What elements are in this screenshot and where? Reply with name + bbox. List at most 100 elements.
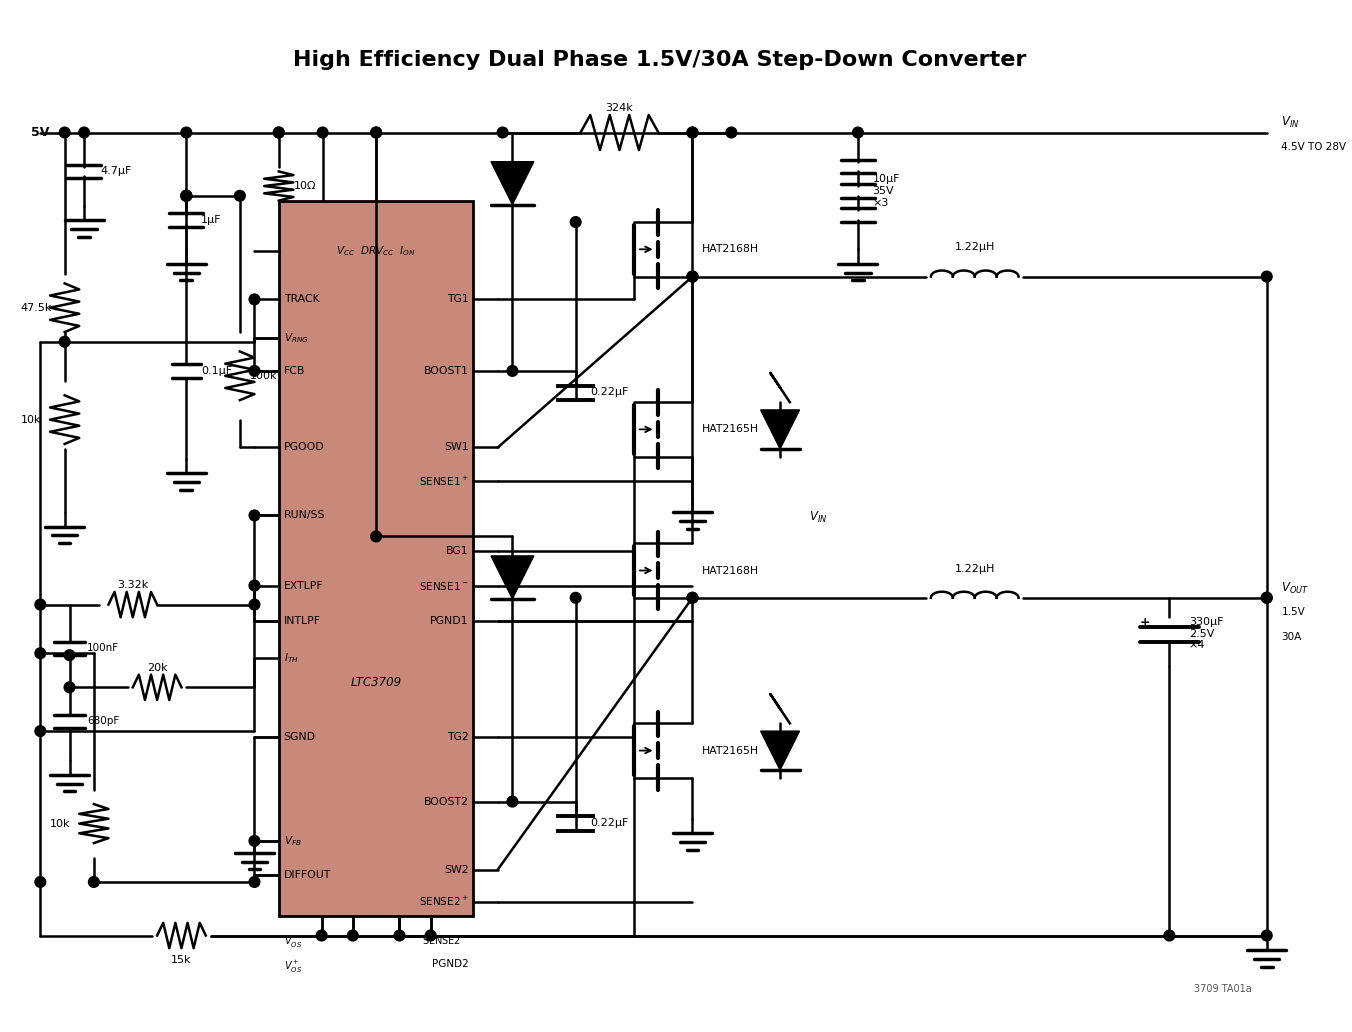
Text: $V_{OS}^+$: $V_{OS}^+$ (284, 959, 301, 975)
Circle shape (318, 127, 329, 138)
Circle shape (687, 592, 698, 603)
Polygon shape (491, 162, 534, 204)
Text: BOOST2: BOOST2 (423, 797, 469, 807)
Circle shape (59, 127, 70, 138)
Text: $V_{OS}^-$: $V_{OS}^-$ (284, 934, 301, 949)
Polygon shape (491, 556, 534, 599)
Circle shape (426, 930, 435, 941)
Text: SENSE2$^-$: SENSE2$^-$ (422, 934, 469, 946)
Circle shape (687, 127, 698, 138)
Text: 1.5V: 1.5V (1282, 608, 1305, 617)
Text: 0.22μF: 0.22μF (591, 387, 629, 397)
Text: SENSE1$^+$: SENSE1$^+$ (419, 475, 469, 488)
Circle shape (249, 294, 260, 304)
Circle shape (181, 191, 192, 201)
Text: HAT2165H: HAT2165H (702, 424, 760, 434)
Circle shape (507, 797, 518, 807)
Circle shape (687, 271, 698, 282)
Circle shape (181, 191, 192, 201)
Circle shape (571, 217, 581, 227)
Text: 4.5V TO 28V: 4.5V TO 28V (1282, 142, 1347, 152)
Circle shape (88, 876, 99, 888)
Circle shape (726, 127, 737, 138)
Text: TG2: TG2 (448, 732, 469, 742)
Circle shape (35, 876, 46, 888)
Circle shape (249, 876, 260, 888)
Text: 3709 TA01a: 3709 TA01a (1194, 983, 1252, 994)
Text: BG1: BG1 (446, 546, 469, 556)
Text: $I_{TH}$: $I_{TH}$ (284, 651, 299, 666)
Circle shape (347, 930, 358, 941)
Circle shape (316, 930, 327, 941)
Circle shape (249, 510, 260, 521)
Text: 100nF: 100nF (87, 643, 119, 653)
Text: HAT2165H: HAT2165H (702, 745, 760, 755)
Circle shape (78, 127, 89, 138)
Text: 10μF
35V
×3: 10μF 35V ×3 (872, 174, 900, 207)
Circle shape (1261, 592, 1272, 603)
Text: 5V: 5V (31, 126, 49, 139)
Text: 0.22μF: 0.22μF (591, 818, 629, 828)
Text: 30A: 30A (1282, 632, 1302, 642)
Text: 3.32k: 3.32k (118, 580, 149, 590)
Text: 20k: 20k (147, 663, 168, 673)
Text: FCB: FCB (284, 366, 306, 376)
Circle shape (35, 725, 46, 737)
Text: SENSE1$^-$: SENSE1$^-$ (419, 580, 469, 591)
Text: High Efficiency Dual Phase 1.5V/30A Step-Down Converter: High Efficiency Dual Phase 1.5V/30A Step… (292, 50, 1026, 70)
Circle shape (571, 592, 581, 603)
Circle shape (687, 127, 698, 138)
Text: 324k: 324k (606, 103, 633, 114)
Text: 1.22μH: 1.22μH (955, 563, 995, 574)
Text: BOOST1: BOOST1 (423, 366, 469, 376)
Text: $V_{RNG}$: $V_{RNG}$ (284, 331, 308, 345)
Circle shape (507, 365, 518, 377)
Circle shape (1261, 930, 1272, 941)
Text: HAT2168H: HAT2168H (702, 245, 760, 254)
Circle shape (1164, 930, 1175, 941)
Circle shape (249, 600, 260, 610)
FancyBboxPatch shape (279, 200, 473, 916)
Circle shape (273, 127, 284, 138)
Text: $V_{FB}$: $V_{FB}$ (284, 834, 301, 848)
Text: 15k: 15k (172, 955, 192, 965)
Text: +: + (1140, 616, 1151, 628)
Text: RUN/SS: RUN/SS (284, 511, 326, 520)
Text: 10k: 10k (20, 415, 42, 424)
Text: PGOOD: PGOOD (284, 443, 324, 452)
Text: 680pF: 680pF (87, 716, 119, 727)
Text: $V_{CC}$  $DRV_{CC}$  $I_{ON}$: $V_{CC}$ $DRV_{CC}$ $I_{ON}$ (337, 244, 416, 258)
Text: TRACK: TRACK (284, 294, 319, 304)
Text: HAT2168H: HAT2168H (702, 566, 760, 576)
Text: SGND: SGND (284, 732, 315, 742)
Text: PGND1: PGND1 (430, 615, 469, 625)
Text: 1.22μH: 1.22μH (955, 243, 995, 253)
Text: EXTLPF: EXTLPF (284, 581, 323, 590)
Circle shape (498, 127, 508, 138)
Circle shape (273, 127, 284, 138)
Text: $V_{OUT}$: $V_{OUT}$ (1282, 580, 1310, 595)
Circle shape (1261, 271, 1272, 282)
Text: SW2: SW2 (443, 865, 469, 874)
Circle shape (853, 127, 864, 138)
Circle shape (687, 592, 698, 603)
Circle shape (64, 650, 74, 660)
Circle shape (687, 271, 698, 282)
Circle shape (249, 365, 260, 377)
Circle shape (249, 580, 260, 591)
Circle shape (35, 648, 46, 658)
Text: SW1: SW1 (443, 443, 469, 452)
Text: 330μF
2.5V
×4: 330μF 2.5V ×4 (1188, 617, 1224, 650)
Text: $V_{IN}$: $V_{IN}$ (1282, 116, 1299, 130)
Circle shape (1261, 592, 1272, 603)
Text: 47.5k: 47.5k (20, 302, 53, 313)
Text: DIFFOUT: DIFFOUT (284, 870, 331, 879)
Circle shape (234, 191, 245, 201)
Text: 100k: 100k (250, 370, 277, 381)
Circle shape (181, 191, 192, 201)
Polygon shape (761, 731, 799, 770)
Text: 10k: 10k (50, 818, 70, 829)
Circle shape (370, 127, 381, 138)
Text: 0.1μF: 0.1μF (201, 366, 233, 376)
Polygon shape (761, 410, 799, 449)
